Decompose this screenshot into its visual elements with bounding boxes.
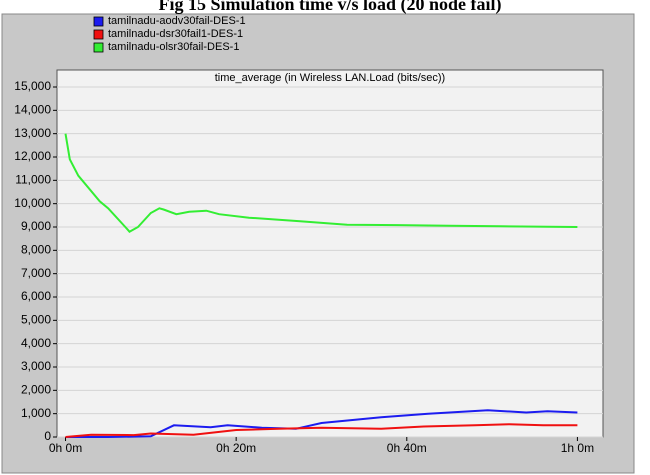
x-tick-label: 0h 0m	[49, 441, 82, 455]
legend-swatch	[93, 42, 104, 53]
x-tick-label: 0h 40m	[387, 441, 427, 455]
y-tick-label: 14,000	[14, 103, 51, 117]
x-tick-label: 1h 0m	[561, 441, 594, 455]
plot-area	[56, 69, 604, 438]
y-tick-label: 0	[44, 429, 51, 443]
legend-label: tamilnadu-aodv30fail-DES-1	[108, 15, 246, 27]
y-tick-label: 6,000	[21, 289, 51, 303]
y-tick-label: 7,000	[21, 266, 51, 280]
series-line	[64, 133, 578, 233]
y-tick-label: 12,000	[14, 149, 51, 163]
y-tick-label: 13,000	[14, 126, 51, 140]
chart-title: Fig 15 Simulation time v/s load (20 node…	[158, 0, 501, 15]
y-tick-label: 1,000	[21, 406, 51, 420]
y-tick-label: 9,000	[21, 219, 51, 233]
y-tick-label: 5,000	[21, 313, 51, 327]
y-tick-label: 3,000	[21, 359, 51, 373]
x-tick-label: 0h 20m	[216, 441, 256, 455]
y-tick-label: 2,000	[21, 383, 51, 397]
y-tick-label: 4,000	[21, 336, 51, 350]
y-tick-label: 8,000	[21, 243, 51, 257]
y-tick-label: 15,000	[14, 79, 51, 93]
series-line	[65, 423, 578, 438]
legend-label: tamilnadu-dsr30fail1-DES-1	[108, 28, 243, 40]
chart-subtitle: time_average (in Wireless LAN.Load (bits…	[215, 72, 445, 84]
legend-label: tamilnadu-olsr30fail-DES-1	[108, 41, 239, 53]
legend-swatch	[93, 29, 104, 40]
y-tick-label: 10,000	[14, 196, 51, 210]
y-tick-label: 11,000	[15, 173, 51, 187]
legend-swatch	[93, 16, 104, 27]
